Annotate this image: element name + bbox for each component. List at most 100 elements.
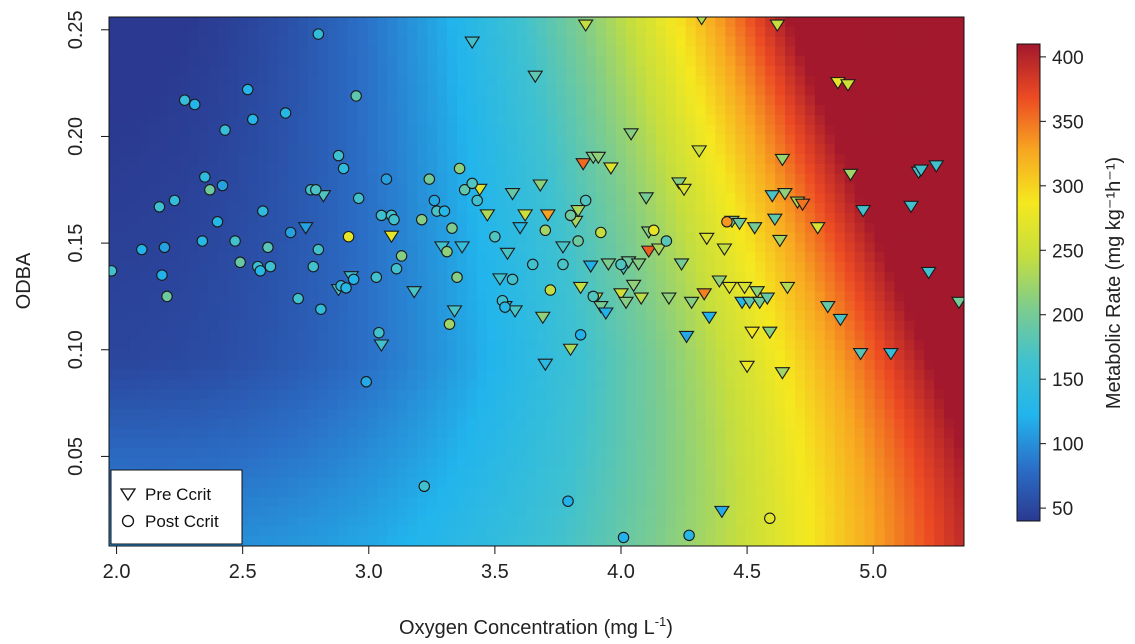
surface-cell (675, 114, 687, 126)
surface-cell (715, 173, 727, 185)
surface-cell (944, 350, 955, 361)
surface-cell (665, 399, 677, 410)
surface-cell (138, 232, 150, 244)
surface-cell (427, 448, 438, 459)
surface-cell (755, 85, 766, 97)
surface-cell (675, 95, 687, 106)
surface-cell (934, 183, 945, 195)
surface-cell (347, 467, 359, 479)
surface-cell (456, 350, 468, 361)
surface-cell (606, 242, 617, 253)
surface-cell (278, 310, 289, 322)
surface-cell (814, 467, 826, 479)
data-point-pre-ccrit (764, 190, 781, 203)
surface-cell (894, 369, 906, 381)
surface-cell (138, 65, 150, 77)
surface-cell (317, 173, 329, 185)
surface-cell (387, 203, 399, 214)
surface-cell (297, 183, 309, 195)
surface-cell (635, 183, 647, 195)
surface-cell (705, 506, 717, 518)
surface-cell (466, 124, 478, 136)
surface-cell (109, 359, 120, 371)
surface-cell (735, 536, 746, 546)
surface-cell (904, 301, 915, 312)
surface-cell (854, 183, 866, 195)
surface-cell (576, 291, 587, 302)
surface-cell (695, 506, 707, 518)
surface-cell (874, 320, 886, 332)
surface-cell (606, 291, 617, 302)
surface-cell (864, 369, 876, 381)
surface-cell (377, 124, 389, 136)
surface-cell (824, 350, 836, 361)
surface-cell (834, 399, 846, 410)
surface-cell (437, 359, 448, 371)
surface-cell (337, 252, 349, 263)
surface-cell (556, 85, 568, 97)
surface-cell (208, 222, 220, 234)
surface-cell (854, 301, 866, 312)
surface-cell (715, 144, 727, 155)
surface-cell (486, 163, 498, 175)
surface-cell (278, 340, 289, 351)
surface-cell (377, 526, 389, 537)
surface-cell (665, 193, 677, 204)
surface-cell (258, 75, 269, 87)
surface-cell (924, 379, 935, 390)
surface-cell (516, 261, 528, 273)
surface-cell (606, 359, 617, 371)
surface-cell (556, 506, 568, 518)
surface-cell (725, 105, 737, 116)
surface-cell (824, 65, 836, 77)
surface-cell (616, 389, 627, 400)
surface-cell (834, 497, 846, 508)
surface-cell (625, 56, 637, 67)
surface-cell (864, 379, 876, 390)
surface-cell (566, 105, 577, 116)
surface-cell (407, 75, 418, 87)
surface-cell (138, 408, 150, 420)
surface-cell (347, 114, 359, 126)
surface-cell (576, 506, 587, 518)
surface-cell (745, 144, 756, 155)
surface-cell (655, 134, 667, 146)
surface-cell (109, 212, 120, 224)
surface-cell (874, 222, 886, 234)
surface-cell (397, 144, 408, 155)
surface-cell (596, 399, 607, 410)
surface-cell (914, 212, 925, 224)
surface-cell (715, 46, 727, 57)
surface-cell (874, 242, 886, 253)
surface-cell (248, 26, 259, 38)
surface-cell (914, 291, 925, 302)
surface-cell (655, 173, 667, 185)
surface-cell (934, 154, 945, 165)
surface-cell (397, 516, 408, 528)
surface-cell (427, 340, 438, 351)
surface-cell (635, 389, 647, 400)
surface-cell (278, 526, 289, 537)
surface-cell (456, 36, 468, 48)
surface-cell (357, 497, 369, 508)
surface-cell (864, 408, 876, 420)
surface-cell (566, 281, 577, 292)
surface-cell (645, 144, 657, 155)
surface-cell (476, 242, 488, 253)
surface-cell (218, 193, 230, 204)
surface-cell (198, 17, 210, 28)
surface-cell (148, 408, 160, 420)
surface-cell (894, 46, 906, 57)
surface-cell (109, 183, 120, 195)
surface-cell (715, 448, 727, 459)
surface-cell (804, 369, 816, 381)
surface-cell (635, 95, 647, 106)
surface-cell (546, 65, 558, 77)
surface-cell (228, 320, 239, 332)
surface-cell (556, 350, 568, 361)
surface-cell (834, 428, 846, 439)
surface-cell (755, 379, 766, 390)
surface-cell (337, 497, 349, 508)
surface-cell (556, 497, 568, 508)
surface-cell (317, 85, 329, 97)
